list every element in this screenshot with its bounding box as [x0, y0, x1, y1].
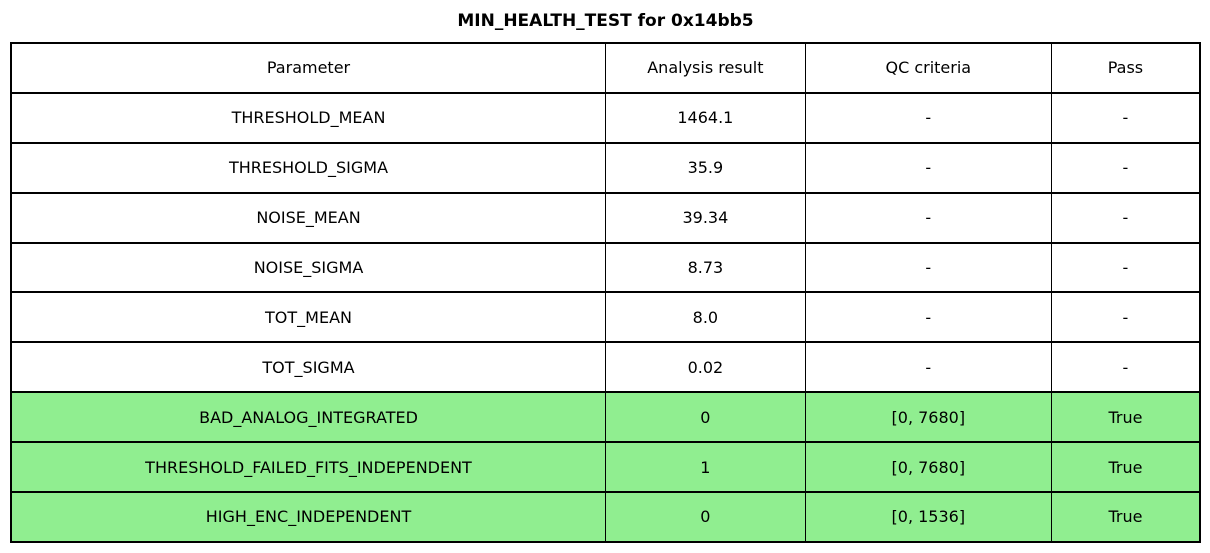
column-header-pass: Pass [1050, 42, 1201, 94]
table-row: THRESHOLD_SIGMA 35.9 - - [10, 141, 1201, 194]
result-cell: 0 [605, 491, 806, 543]
result-cell: 35.9 [605, 141, 806, 194]
qc-table: Parameter Analysis result QC criteria Pa… [10, 42, 1201, 543]
qc-cell: - [804, 91, 1052, 144]
table-row: TOT_SIGMA 0.02 - - [10, 341, 1201, 394]
header-row: Parameter Analysis result QC criteria Pa… [10, 42, 1201, 94]
param-cell: THRESHOLD_FAILED_FITS_INDEPENDENT [10, 441, 606, 494]
pass-cell: - [1050, 241, 1201, 294]
result-cell: 1 [605, 441, 806, 494]
column-header-parameter: Parameter [10, 42, 606, 94]
result-cell: 0.02 [605, 341, 806, 394]
pass-cell: - [1050, 141, 1201, 194]
qc-cell: - [804, 141, 1052, 194]
param-cell: THRESHOLD_SIGMA [10, 141, 606, 194]
result-cell: 39.34 [605, 191, 806, 244]
result-cell: 1464.1 [605, 91, 806, 144]
table-row-highlighted: HIGH_ENC_INDEPENDENT 0 [0, 1536] True [10, 491, 1201, 543]
pass-cell: - [1050, 91, 1201, 144]
param-cell: NOISE_SIGMA [10, 241, 606, 294]
result-cell: 0 [605, 391, 806, 444]
qc-cell: - [804, 341, 1052, 394]
result-cell: 8.0 [605, 291, 806, 344]
table-row: NOISE_SIGMA 8.73 - - [10, 241, 1201, 294]
figure-title: MIN_HEALTH_TEST for 0x14bb5 [457, 11, 754, 31]
param-cell: TOT_MEAN [10, 291, 606, 344]
param-cell: BAD_ANALOG_INTEGRATED [10, 391, 606, 444]
param-cell: TOT_SIGMA [10, 341, 606, 394]
pass-cell: True [1050, 491, 1201, 543]
column-header-qc-criteria: QC criteria [804, 42, 1052, 94]
pass-cell: True [1050, 391, 1201, 444]
table-row: THRESHOLD_MEAN 1464.1 - - [10, 91, 1201, 144]
qc-cell: [0, 7680] [804, 441, 1052, 494]
pass-cell: True [1050, 441, 1201, 494]
table-row: NOISE_MEAN 39.34 - - [10, 191, 1201, 244]
param-cell: THRESHOLD_MEAN [10, 91, 606, 144]
qc-cell: - [804, 191, 1052, 244]
qc-cell: [0, 1536] [804, 491, 1052, 543]
table-row-highlighted: BAD_ANALOG_INTEGRATED 0 [0, 7680] True [10, 391, 1201, 444]
pass-cell: - [1050, 291, 1201, 344]
param-cell: HIGH_ENC_INDEPENDENT [10, 491, 606, 543]
qc-cell: [0, 7680] [804, 391, 1052, 444]
table-row-highlighted: THRESHOLD_FAILED_FITS_INDEPENDENT 1 [0, … [10, 441, 1201, 494]
qc-cell: - [804, 241, 1052, 294]
param-cell: NOISE_MEAN [10, 191, 606, 244]
pass-cell: - [1050, 191, 1201, 244]
qc-cell: - [804, 291, 1052, 344]
table-row: TOT_MEAN 8.0 - - [10, 291, 1201, 344]
pass-cell: - [1050, 341, 1201, 394]
column-header-analysis-result: Analysis result [605, 42, 806, 94]
result-cell: 8.73 [605, 241, 806, 294]
